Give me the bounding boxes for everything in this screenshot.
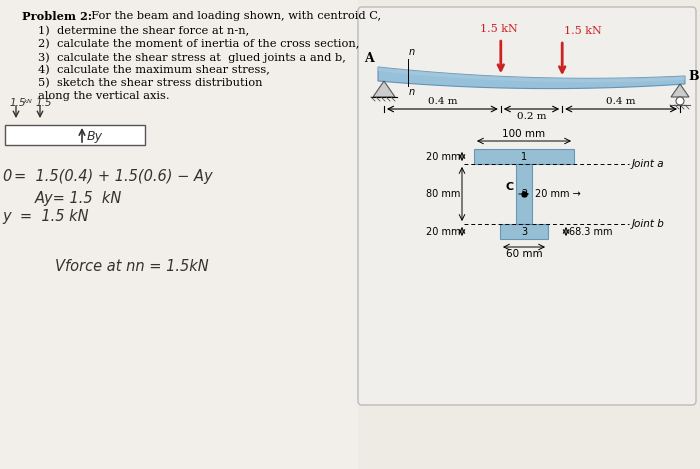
- Text: 20 mm →: 20 mm →: [535, 189, 581, 199]
- Bar: [516, 164, 532, 224]
- Text: Joint b: Joint b: [632, 219, 665, 229]
- Text: 4)  calculate the maximum shear stress,: 4) calculate the maximum shear stress,: [38, 65, 270, 76]
- Bar: [0, 0, 358, 469]
- Text: By: By: [87, 130, 103, 143]
- Text: 68.3 mm: 68.3 mm: [569, 227, 612, 236]
- Text: 1.5: 1.5: [10, 98, 27, 108]
- Text: A: A: [364, 52, 374, 65]
- Text: 2)  calculate the moment of inertia of the cross section,: 2) calculate the moment of inertia of th…: [38, 39, 359, 49]
- Text: 0.4 m: 0.4 m: [428, 97, 457, 106]
- Polygon shape: [671, 84, 689, 97]
- Text: 0: 0: [2, 169, 11, 184]
- Bar: [474, 149, 574, 164]
- Text: 1.5 kN: 1.5 kN: [564, 26, 602, 36]
- Text: Problem 2:: Problem 2:: [22, 11, 92, 22]
- Text: n: n: [409, 47, 415, 57]
- Text: 1: 1: [521, 151, 527, 161]
- Text: 60 mm: 60 mm: [505, 249, 542, 259]
- Text: C: C: [506, 182, 514, 192]
- Text: y  =  1.5 kN: y = 1.5 kN: [2, 209, 89, 224]
- Polygon shape: [378, 67, 685, 89]
- Text: For the beam and loading shown, with centroid C,: For the beam and loading shown, with cen…: [84, 11, 381, 21]
- Text: 5)  sketch the shear stress distribution: 5) sketch the shear stress distribution: [38, 78, 262, 88]
- Text: 80 mm: 80 mm: [426, 189, 460, 199]
- Text: along the vertical axis.: along the vertical axis.: [38, 91, 169, 101]
- Text: Joint a: Joint a: [632, 159, 664, 169]
- Bar: [5, 125, 145, 145]
- Text: 0.2 m: 0.2 m: [517, 112, 546, 121]
- Text: 100 mm: 100 mm: [503, 129, 545, 139]
- Text: 2: 2: [521, 189, 527, 199]
- Text: 20 mm: 20 mm: [426, 151, 460, 161]
- Circle shape: [676, 97, 684, 105]
- Text: 0.4 m: 0.4 m: [606, 97, 636, 106]
- FancyBboxPatch shape: [358, 7, 696, 405]
- Text: n: n: [409, 87, 415, 97]
- Text: 20 mm: 20 mm: [426, 227, 460, 236]
- Polygon shape: [373, 81, 395, 97]
- Text: =  1.5(0.4) + 1.5(0.6) − Ay: = 1.5(0.4) + 1.5(0.6) − Ay: [14, 169, 213, 184]
- Text: Ay= 1.5  kN: Ay= 1.5 kN: [35, 191, 122, 206]
- Text: 1)  determine the shear force at n-n,: 1) determine the shear force at n-n,: [38, 26, 249, 36]
- Text: 3: 3: [521, 227, 527, 236]
- Text: Vforce at nn = 1.5kN: Vforce at nn = 1.5kN: [55, 259, 209, 274]
- Text: 1.5 kN: 1.5 kN: [480, 24, 518, 34]
- Polygon shape: [378, 67, 685, 83]
- Text: 1.5: 1.5: [35, 98, 52, 108]
- Text: 3)  calculate the shear stress at  glued joints a and b,: 3) calculate the shear stress at glued j…: [38, 52, 346, 62]
- Text: B: B: [688, 69, 699, 83]
- Text: $^{kN}$: $^{kN}$: [23, 98, 34, 107]
- Bar: [500, 224, 548, 239]
